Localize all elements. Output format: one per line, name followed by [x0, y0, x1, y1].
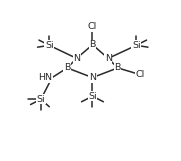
Text: B: B	[89, 40, 96, 49]
Text: Cl: Cl	[88, 22, 97, 31]
Text: N: N	[89, 73, 96, 82]
Text: B: B	[115, 63, 121, 72]
Text: Si: Si	[37, 95, 45, 104]
Text: N: N	[105, 54, 112, 63]
Text: Si: Si	[88, 92, 97, 101]
Text: HN: HN	[38, 73, 52, 82]
Text: N: N	[73, 54, 80, 63]
Text: Si: Si	[132, 41, 141, 50]
Text: Si: Si	[45, 41, 54, 50]
Text: B: B	[64, 63, 70, 72]
Text: Cl: Cl	[135, 70, 144, 79]
